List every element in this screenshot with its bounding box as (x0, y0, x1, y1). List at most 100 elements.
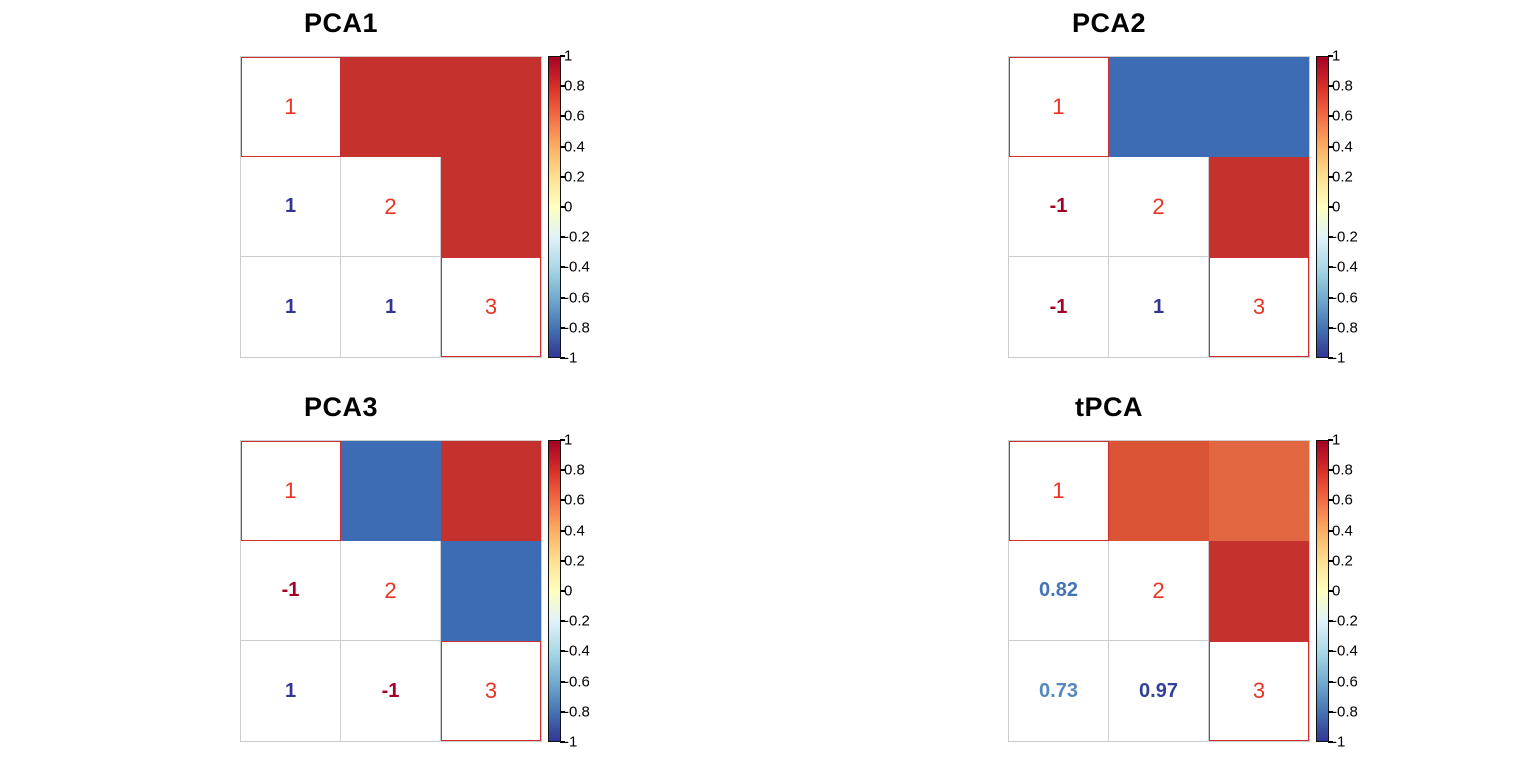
colorbar-tick (1328, 55, 1333, 57)
colorbar-tick (560, 326, 565, 329)
correlation-matrix: 1 -1 2 1 -1 3 (240, 440, 542, 742)
matrix-cell-2-2: 2 (341, 541, 441, 641)
colorbar-tick-label: 1 (564, 431, 573, 449)
matrix-cell-1-2 (341, 57, 441, 157)
colorbar: 1 0.8 0.6 0.4 0.2 0 -0.2 -0.4 -0.6 -0.8 -1 (548, 49, 590, 366)
colorbar-tick (1328, 469, 1333, 472)
colorbar-tick (560, 590, 565, 592)
colorbar-tick-label: 0.2 (564, 168, 585, 186)
corrplot-pca2: PCA2 1 -1 2 -1 1 3 1 0.8 0.6 0.4 0.2 0 -0.2 -0.4 -0.6… (768, 0, 1536, 384)
colorbar-tick-label: 0 (564, 582, 573, 600)
colorbar-tick-label: 0.4 (564, 522, 585, 540)
colorbar-tick-label: -0.8 (1332, 703, 1358, 721)
colorbar-tick (1328, 680, 1333, 683)
colorbar-tick (560, 559, 565, 562)
colorbar-tick (1328, 499, 1333, 502)
matrix-cell-1-3 (441, 57, 541, 157)
colorbar-tick-label: -0.4 (564, 258, 590, 276)
matrix-cell-1-1: 1 (1009, 57, 1109, 157)
matrix-cell-1-3 (441, 441, 541, 541)
colorbar-tick (560, 296, 565, 299)
colorbar-tick-label: 0 (1332, 582, 1341, 600)
colorbar-tick (1328, 175, 1333, 178)
colorbar-tick (1328, 296, 1333, 299)
matrix-cell-2-1: 0.82 (1009, 541, 1109, 641)
correlation-matrix: 1 -1 2 -1 1 3 (1008, 56, 1310, 358)
matrix-cell-1-1: 1 (241, 441, 341, 541)
colorbar-tick-label: 1 (564, 47, 573, 65)
matrix-cell-3-2: 1 (341, 257, 441, 357)
plot-title: PCA3 (303, 392, 379, 422)
colorbar-tick (560, 115, 565, 118)
corrplot-tpca: tPCA 1 0.82 2 0.73 0.97 3 1 0.8 0.6 0.4 0.2 0 -0.2-… (768, 384, 1536, 768)
matrix-cell-2-3 (1209, 541, 1309, 641)
matrix-cell-3-1: 0.73 (1009, 641, 1109, 741)
colorbar-tick-label: -0.4 (564, 642, 590, 660)
colorbar-tick-label: -0.4 (1332, 642, 1358, 660)
colorbar-tick (560, 236, 565, 239)
matrix-cell-2-3 (441, 157, 541, 257)
colorbar-tick (560, 145, 565, 148)
colorbar-tick (1328, 710, 1333, 713)
colorbar-tick-label: -0.8 (1332, 319, 1358, 337)
matrix-cell-3-3: 3 (1252, 678, 1266, 703)
colorbar-tick-label: 0.6 (564, 107, 585, 125)
colorbar-tick-label: -0.6 (1332, 673, 1358, 691)
colorbar-tick-label: -0.2 (564, 228, 590, 246)
matrix-cell-1-2 (1109, 57, 1209, 157)
colorbar-tick (1328, 559, 1333, 562)
matrix-cell-2-3 (441, 541, 541, 641)
matrix-cell-3-3: 3 (484, 294, 498, 319)
colorbar-tick (560, 357, 565, 359)
colorbar-tick-label: 0.4 (1332, 522, 1353, 540)
colorbar-tick-label: 0.2 (564, 552, 585, 570)
matrix-cell-3-1: -1 (1009, 257, 1109, 357)
colorbar-tick (1328, 236, 1333, 239)
colorbar-tick (1328, 650, 1333, 653)
colorbar-tick-label: 0.6 (1332, 107, 1353, 125)
colorbar-tick-label: 1 (1332, 47, 1341, 65)
colorbar: 1 0.8 0.6 0.4 0.2 0 -0.2 -0.4 -0.6 -0.8 -1 (1316, 433, 1358, 750)
matrix-cell-2-3 (1209, 157, 1309, 257)
colorbar-tick (560, 469, 565, 472)
colorbar-tick-label: 0.6 (1332, 491, 1353, 509)
matrix-cell-1-3 (1209, 57, 1309, 157)
colorbar-tick-label: -0.2 (1332, 612, 1358, 630)
colorbar-tick (1328, 741, 1333, 743)
colorbar-tick-label: 0.8 (1332, 77, 1353, 95)
colorbar-tick-label: 0.8 (564, 77, 585, 95)
colorbar-tick (1328, 590, 1333, 592)
colorbar-tick-label: -1 (564, 349, 578, 367)
colorbar: 1 0.8 0.6 0.4 0.2 0 -0.2 -0.4 -0.6 -0.8 -1 (1316, 49, 1358, 366)
matrix-cell-2-2: 2 (341, 157, 441, 257)
colorbar-tick (560, 55, 565, 57)
colorbar-tick-label: -1 (1332, 733, 1346, 751)
correlation-matrix: 1 0.82 2 0.73 0.97 3 (1008, 440, 1310, 742)
colorbar-tick (1328, 266, 1333, 269)
matrix-cell-3-1: 1 (241, 641, 341, 741)
colorbar-tick (560, 439, 565, 441)
colorbar-tick-label: 0.2 (1332, 552, 1353, 570)
matrix-cell-1-1: 1 (1009, 441, 1109, 541)
corrplot-pca3: PCA3 1 -1 2 1 -1 3 1 0.8 0.6 0.4 0.2 0 -0.2 -0.4 -0.6… (0, 384, 768, 768)
colorbar-tick (560, 710, 565, 713)
matrix-cell-3-2: 0.97 (1109, 641, 1209, 741)
matrix-cell-2-1: 1 (241, 157, 341, 257)
colorbar-tick-label: 0.2 (1332, 168, 1353, 186)
matrix-cell-3-2: 1 (1109, 257, 1209, 357)
colorbar-tick (1328, 357, 1333, 359)
colorbar-tick-label: -0.6 (1332, 289, 1358, 307)
colorbar-tick-label: 0.8 (1332, 461, 1353, 479)
colorbar-tick (560, 85, 565, 88)
matrix-cell-1-3 (1209, 441, 1309, 541)
colorbar-tick (1328, 115, 1333, 118)
colorbar-tick-label: -0.2 (564, 612, 590, 630)
colorbar-tick (1328, 85, 1333, 88)
colorbar-tick-label: -0.6 (564, 673, 590, 691)
colorbar-tick-label: 0.8 (564, 461, 585, 479)
colorbar-tick-label: 0.4 (1332, 138, 1353, 156)
colorbar-tick (560, 680, 565, 683)
colorbar-tick-label: 0 (1332, 198, 1341, 216)
colorbar-tick-label: -0.8 (564, 703, 590, 721)
